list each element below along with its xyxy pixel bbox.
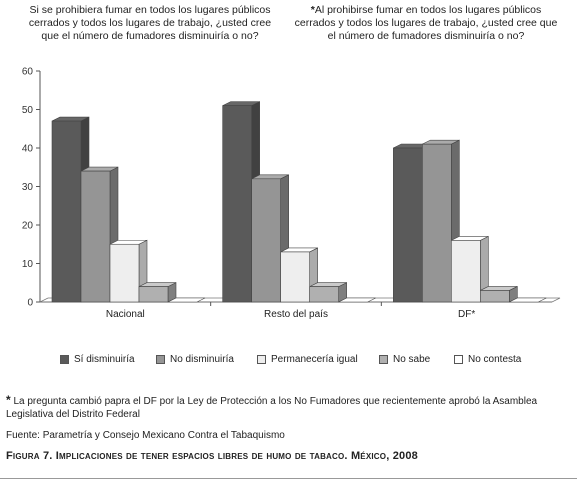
legend-label: No sabe xyxy=(393,354,431,365)
bar xyxy=(80,170,111,303)
legend-label: No disminuiría xyxy=(170,354,234,365)
legend-label: Sí disminuiría xyxy=(74,354,135,365)
x-tick-label: Nacional xyxy=(106,309,145,320)
legend-item: No contesta xyxy=(454,354,521,365)
legend-item: Sí disminuiría xyxy=(60,354,135,365)
bar xyxy=(251,178,281,303)
footnote-marker: * xyxy=(6,393,11,407)
bar-zero xyxy=(338,297,376,303)
bar xyxy=(393,147,423,303)
bar-chart: 0 10 20 30 40 50 60 Nacional Resto del país DF* xyxy=(22,67,561,320)
bar xyxy=(222,105,252,303)
y-tick-label: 0 xyxy=(27,298,33,309)
y-tick-label: 30 xyxy=(22,182,34,193)
legend-label: Permanecería igual xyxy=(271,354,358,365)
bar xyxy=(451,240,481,303)
footnote: * La pregunta cambió papra el DF por la … xyxy=(6,394,574,421)
bar xyxy=(138,286,169,303)
y-tick-label: 50 xyxy=(22,105,34,116)
question-right-marker: * xyxy=(310,4,315,16)
legend-swatch xyxy=(454,355,463,364)
bar xyxy=(109,243,140,303)
bar xyxy=(422,143,452,303)
legend-item: No disminuiría xyxy=(156,354,234,365)
question-right: *Al prohibirse fumar en todos los lugare… xyxy=(292,4,560,43)
legend: Sí disminuiría No disminuiría Permanecería… xyxy=(0,354,577,368)
bar xyxy=(51,120,82,303)
bar xyxy=(280,251,310,303)
source-note: Fuente: Parametría y Consejo Mexicano Co… xyxy=(6,430,285,441)
bar-zero xyxy=(167,297,206,303)
x-tick-label: DF* xyxy=(458,309,475,320)
bar xyxy=(480,290,510,303)
legend-item: No sabe xyxy=(379,354,430,365)
question-left: Si se prohibiera fumar en todos los luga… xyxy=(28,4,272,42)
question-right-text: Al prohibirse fumar en todos los lugares… xyxy=(294,4,558,42)
y-tick-label: 40 xyxy=(22,144,34,155)
legend-swatch xyxy=(60,355,69,364)
figure-caption: Figura 7. Implicaciones de tener espacio… xyxy=(6,450,418,462)
legend-label: No contesta xyxy=(468,354,522,365)
y-tick-label: 60 xyxy=(22,67,34,78)
legend-item: Permanecería igual xyxy=(257,354,358,365)
x-tick-label: Resto del país xyxy=(264,309,328,320)
legend-swatch xyxy=(257,355,266,364)
legend-swatch xyxy=(156,355,165,364)
bottom-rule xyxy=(0,478,577,479)
bar-zero xyxy=(509,297,547,303)
y-tick-label: 10 xyxy=(22,259,34,270)
legend-swatch xyxy=(379,355,388,364)
y-tick-label: 20 xyxy=(22,221,34,232)
footnote-text: La pregunta cambió papra el DF por la Le… xyxy=(6,396,538,420)
bar xyxy=(309,286,339,303)
